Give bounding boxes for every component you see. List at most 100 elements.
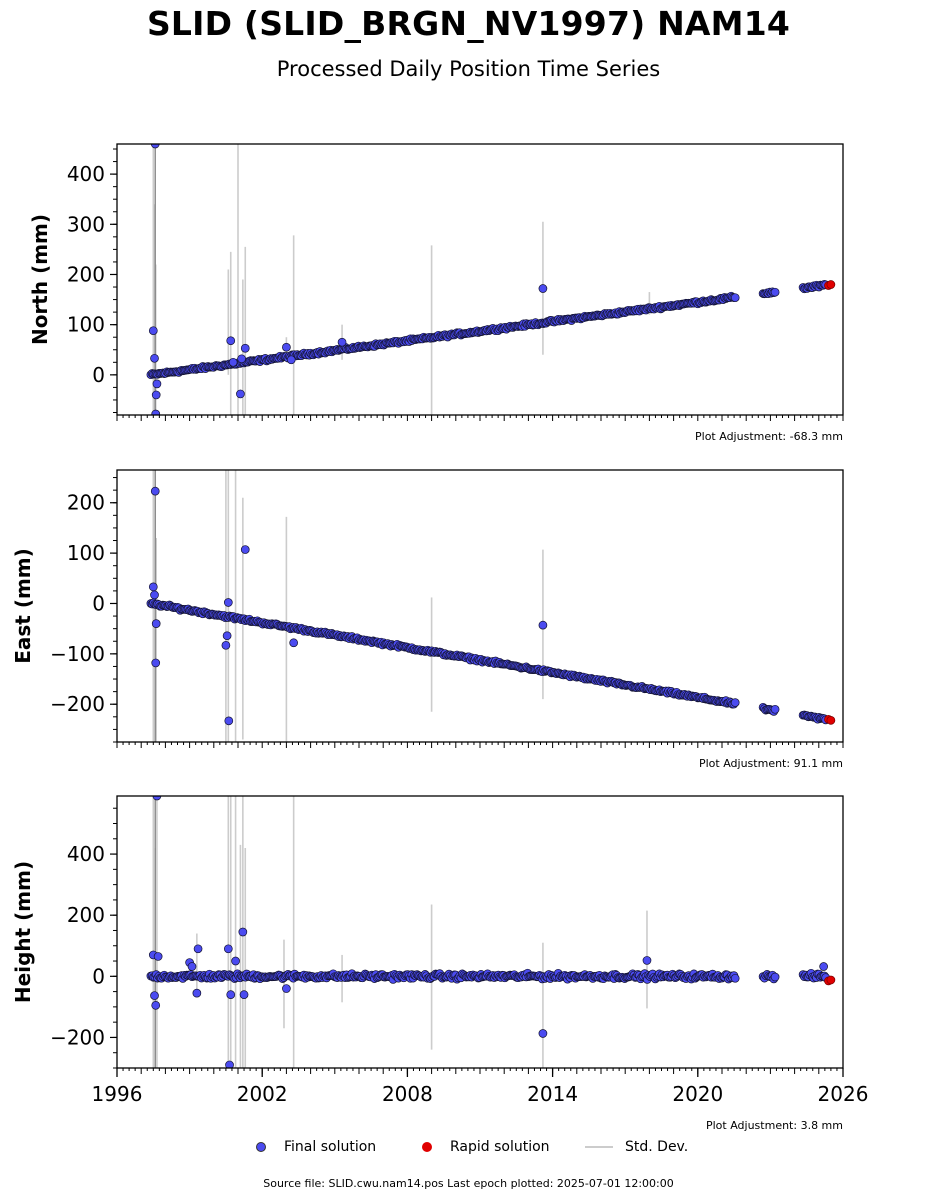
y-tick-label: 200 xyxy=(67,491,105,515)
final-point xyxy=(730,698,740,707)
y-tick-label: 100 xyxy=(67,313,105,337)
final-outlier-point xyxy=(642,956,652,965)
x-tick-label: 2026 xyxy=(818,1082,869,1106)
final-outlier-point xyxy=(151,409,161,415)
final-outlier-point xyxy=(222,631,232,641)
final-outlier-point xyxy=(153,952,163,961)
final-outlier-point xyxy=(221,640,231,650)
plot-adjustment-note: Plot Adjustment: 91.1 mm xyxy=(699,757,843,770)
plot-adjustment-note: Plot Adjustment: 3.8 mm xyxy=(706,1119,843,1132)
final-outlier-point xyxy=(538,620,548,630)
y-tick-label: −100 xyxy=(50,642,105,666)
y-tick-label: 400 xyxy=(67,842,105,866)
y-axis-label: Height (mm) xyxy=(11,861,35,1003)
final-outlier-point xyxy=(152,379,162,389)
final-outlier-point xyxy=(148,326,158,336)
legend-std-label: Std. Dev. xyxy=(625,1139,689,1155)
final-point xyxy=(770,704,780,714)
final-outlier-point xyxy=(240,545,250,554)
panel-east: −200 −100 0 100 200 East (mm) Plot Adjustment:… xyxy=(11,469,844,770)
y-tick-label: 200 xyxy=(67,903,105,927)
final-point xyxy=(770,972,780,982)
final-outlier-point xyxy=(152,796,162,801)
final-outlier-point xyxy=(223,598,233,607)
final-outlier-point xyxy=(237,354,246,364)
final-outlier-point xyxy=(337,337,347,347)
legend-final-label: Final solution xyxy=(284,1139,377,1155)
final-outlier-point xyxy=(150,486,160,496)
final-outlier-point xyxy=(228,357,238,367)
final-outlier-point xyxy=(819,962,828,971)
x-tick-label: 2020 xyxy=(672,1082,723,1106)
y-tick-label: 0 xyxy=(92,363,105,387)
chart-title: SLID (SLID_BRGN_NV1997) NAM14 xyxy=(146,4,791,43)
final-outlier-point xyxy=(282,342,291,352)
final-outlier-point xyxy=(192,988,202,998)
rapid-solution-marker xyxy=(422,1142,432,1152)
source-footer: Source file: SLID.cwu.nam14.pos Last epo… xyxy=(263,1177,674,1190)
y-tick-label: 0 xyxy=(92,591,105,615)
x-tick-label: 2002 xyxy=(237,1082,288,1106)
final-outlier-point xyxy=(187,962,197,971)
legend-final: Final solution xyxy=(256,1137,376,1157)
final-outlier-point xyxy=(231,956,240,966)
y-tick-label: 400 xyxy=(67,162,105,186)
final-outlier-point xyxy=(240,343,250,353)
final-outlier-point xyxy=(150,590,159,600)
x-tick-label: 2008 xyxy=(382,1082,433,1106)
final-point xyxy=(770,287,780,297)
y-tick-label: 300 xyxy=(67,212,105,236)
final-outlier-point xyxy=(193,944,203,954)
legend-rapid-label: Rapid solution xyxy=(450,1139,550,1155)
final-outlier-point xyxy=(151,390,161,400)
rapid-point xyxy=(826,715,836,725)
final-outlier-point xyxy=(538,284,548,293)
final-outlier-point xyxy=(289,638,299,648)
y-tick-label: 200 xyxy=(67,262,105,286)
final-outlier-point xyxy=(236,389,245,399)
final-point xyxy=(730,293,740,303)
plot-area-height xyxy=(146,796,836,1068)
final-outlier-point xyxy=(150,353,159,363)
final-outlier-point xyxy=(538,1029,548,1038)
y-tick-label: −200 xyxy=(50,1025,105,1049)
final-outlier-point xyxy=(286,355,296,365)
final-outlier-point xyxy=(150,991,159,1000)
final-outlier-point xyxy=(282,984,291,993)
final-outlier-point xyxy=(226,336,236,346)
final-outlier-point xyxy=(148,582,158,592)
final-outlier-point xyxy=(151,658,161,668)
y-tick-label: 0 xyxy=(92,964,105,988)
plot-area-north xyxy=(146,144,836,415)
final-outlier-point xyxy=(224,716,234,726)
final-outlier-point xyxy=(226,990,236,1000)
plot-adjustment-note: Plot Adjustment: -68.3 mm xyxy=(695,430,843,443)
final-outlier-point xyxy=(223,944,233,954)
y-axis-label: North (mm) xyxy=(28,214,52,345)
panel-north: 0 100 200 300 400 North (mm) Plot Adjustment: … xyxy=(28,143,844,443)
y-tick-label: −200 xyxy=(50,692,105,716)
legend-std: Std. Dev. xyxy=(585,1137,688,1157)
final-outlier-point xyxy=(150,144,160,149)
final-outlier-point xyxy=(239,990,249,1000)
x-tick-label: 2014 xyxy=(527,1082,578,1106)
final-point xyxy=(730,973,740,983)
final-solution-marker xyxy=(256,1142,266,1152)
rapid-point xyxy=(826,975,836,985)
final-outlier-point xyxy=(225,1060,234,1068)
x-tick-label: 1996 xyxy=(92,1082,143,1106)
panel-frame xyxy=(116,143,844,416)
panel-frame xyxy=(116,795,844,1069)
panel-height: −200 0 200 400 1996 2002 2008 2014 2020 2026 Heigh… xyxy=(11,795,869,1132)
std-dev-line-marker xyxy=(585,1146,613,1148)
final-outlier-point xyxy=(151,619,161,628)
final-outlier-point xyxy=(238,927,248,937)
chart-subtitle: Processed Daily Position Time Series xyxy=(276,57,661,81)
y-axis-label: East (mm) xyxy=(11,548,35,664)
y-tick-label: 100 xyxy=(67,541,105,565)
plot-area-east xyxy=(146,470,836,742)
final-outlier-point xyxy=(151,1000,161,1010)
rapid-point xyxy=(826,280,836,289)
legend-rapid: Rapid solution xyxy=(422,1137,550,1157)
